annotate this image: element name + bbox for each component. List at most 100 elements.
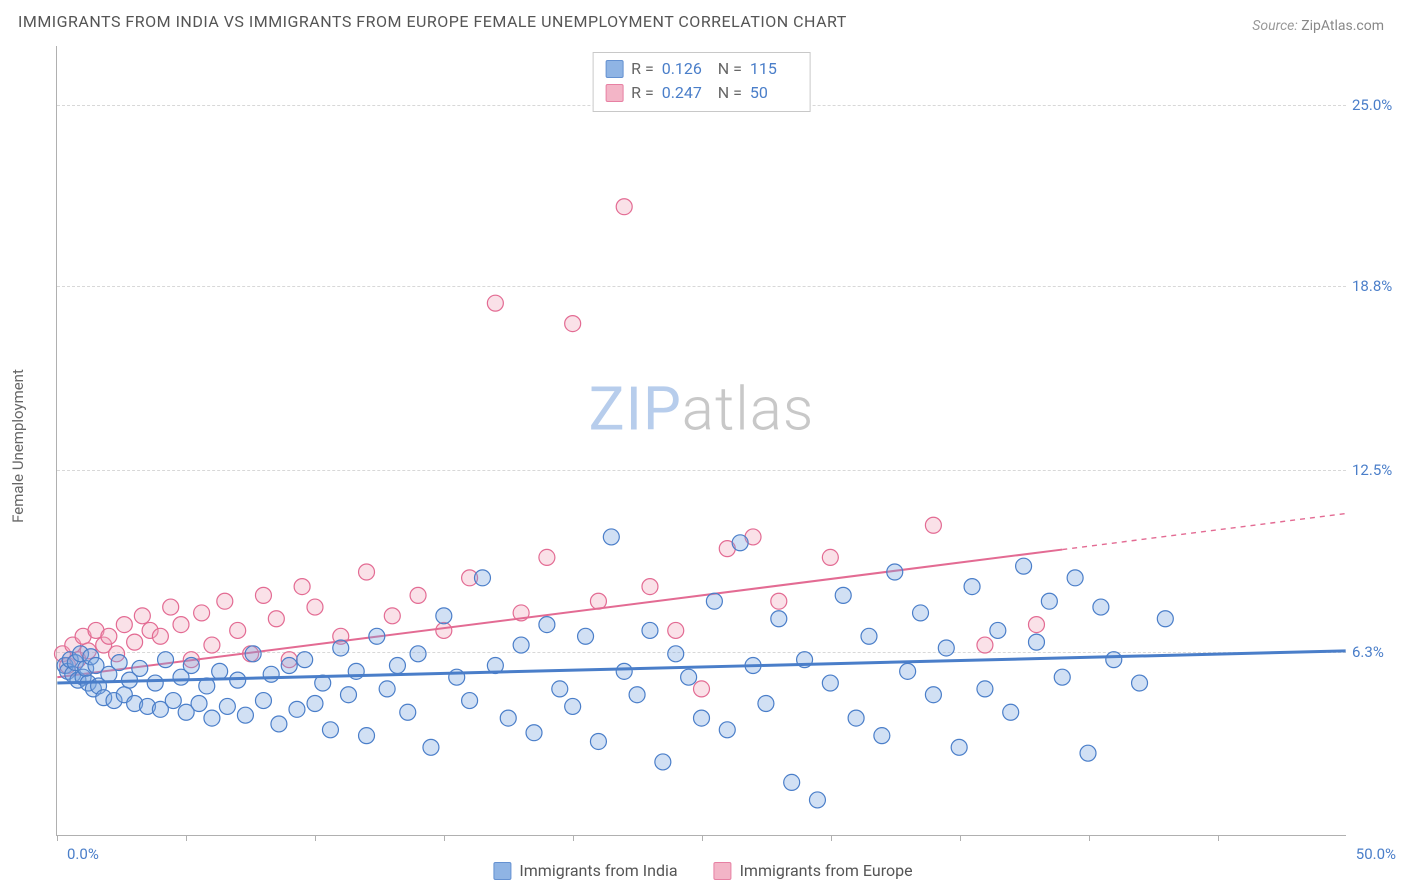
point-india [297, 652, 313, 668]
legend-stats-row-india: R = 0.126 N = 115 [605, 57, 798, 81]
legend-item-india: Immigrants from India [493, 861, 677, 880]
point-india [990, 622, 1006, 638]
point-india [462, 693, 478, 709]
point-india [263, 666, 279, 682]
point-india [147, 675, 163, 691]
legend-stats-box: R = 0.126 N = 115 R = 0.247 N = 50 [592, 52, 811, 112]
point-india [359, 728, 375, 744]
point-india [861, 628, 877, 644]
point-india [307, 696, 323, 712]
trend-line-europe-dashed [1062, 514, 1345, 550]
legend-label-india: Immigrants from India [519, 861, 677, 880]
point-europe [152, 628, 168, 644]
point-india [526, 725, 542, 741]
point-europe [101, 628, 117, 644]
point-europe [217, 593, 233, 609]
point-india [289, 701, 305, 717]
plot-area: ZIPatlas 6.3%12.5%18.8%25.0% R = 0.126 N… [56, 46, 1346, 836]
point-india [340, 687, 356, 703]
point-india [111, 655, 127, 671]
x-tick [702, 835, 703, 841]
point-india [436, 608, 452, 624]
point-india [237, 707, 253, 723]
point-india [552, 681, 568, 697]
x-tick [1089, 835, 1090, 841]
legend-stats-row-europe: R = 0.247 N = 50 [605, 81, 798, 105]
point-europe [134, 608, 150, 624]
x-tick [186, 835, 187, 841]
point-india [964, 579, 980, 595]
point-india [732, 535, 748, 551]
point-europe [616, 199, 632, 215]
point-india [539, 617, 555, 633]
point-india [848, 710, 864, 726]
point-india [271, 716, 287, 732]
point-india [245, 646, 261, 662]
point-india [389, 658, 405, 674]
point-india [616, 663, 632, 679]
point-india [1067, 570, 1083, 586]
point-india [379, 681, 395, 697]
point-india [158, 652, 174, 668]
legend-r-label: R = [631, 57, 654, 81]
point-india [951, 739, 967, 755]
x-tick [573, 835, 574, 841]
x-axis-min-label: 0.0% [67, 845, 99, 863]
point-europe [204, 637, 220, 653]
point-europe [771, 593, 787, 609]
point-europe [487, 295, 503, 311]
point-europe [822, 549, 838, 565]
point-india [938, 640, 954, 656]
legend-r-europe: 0.247 [662, 81, 710, 105]
y-tick-label: 25.0% [1352, 96, 1402, 114]
legend-r-label: R = [631, 81, 654, 105]
point-india [590, 733, 606, 749]
point-india [784, 774, 800, 790]
point-india [822, 675, 838, 691]
point-europe [539, 549, 555, 565]
legend-r-india: 0.126 [662, 57, 710, 81]
point-india [1106, 652, 1122, 668]
point-europe [127, 634, 143, 650]
point-europe [163, 599, 179, 615]
point-europe [977, 637, 993, 653]
point-india [183, 658, 199, 674]
point-india [1016, 558, 1032, 574]
point-india [165, 693, 181, 709]
point-india [771, 611, 787, 627]
y-axis-label: Female Unemployment [9, 369, 27, 523]
point-india [1003, 704, 1019, 720]
legend-swatch-india [605, 60, 623, 78]
source-attribution: Source: ZipAtlas.com [1252, 18, 1384, 34]
point-india [322, 722, 338, 738]
legend-bottom: Immigrants from India Immigrants from Eu… [493, 861, 912, 880]
legend-swatch-europe [714, 862, 732, 880]
point-india [1041, 593, 1057, 609]
point-europe [694, 681, 710, 697]
x-tick [831, 835, 832, 841]
point-india [925, 687, 941, 703]
point-india [191, 696, 207, 712]
point-europe [436, 622, 452, 638]
point-india [400, 704, 416, 720]
source-value: ZipAtlas.com [1301, 18, 1384, 34]
chart-svg [57, 46, 1346, 835]
x-axis-max-label: 50.0% [1356, 845, 1396, 863]
point-india [132, 660, 148, 676]
point-europe [925, 517, 941, 533]
point-europe [1028, 617, 1044, 633]
legend-n-label: N = [718, 81, 742, 105]
point-india [423, 739, 439, 755]
point-india [1054, 669, 1070, 685]
point-india [500, 710, 516, 726]
point-india [874, 728, 890, 744]
point-india [809, 792, 825, 808]
legend-swatch-india [493, 862, 511, 880]
point-europe [668, 622, 684, 638]
y-tick-label: 12.5% [1352, 461, 1402, 479]
point-india [1132, 675, 1148, 691]
x-tick [960, 835, 961, 841]
point-europe [173, 617, 189, 633]
point-india [369, 628, 385, 644]
point-india [474, 570, 490, 586]
